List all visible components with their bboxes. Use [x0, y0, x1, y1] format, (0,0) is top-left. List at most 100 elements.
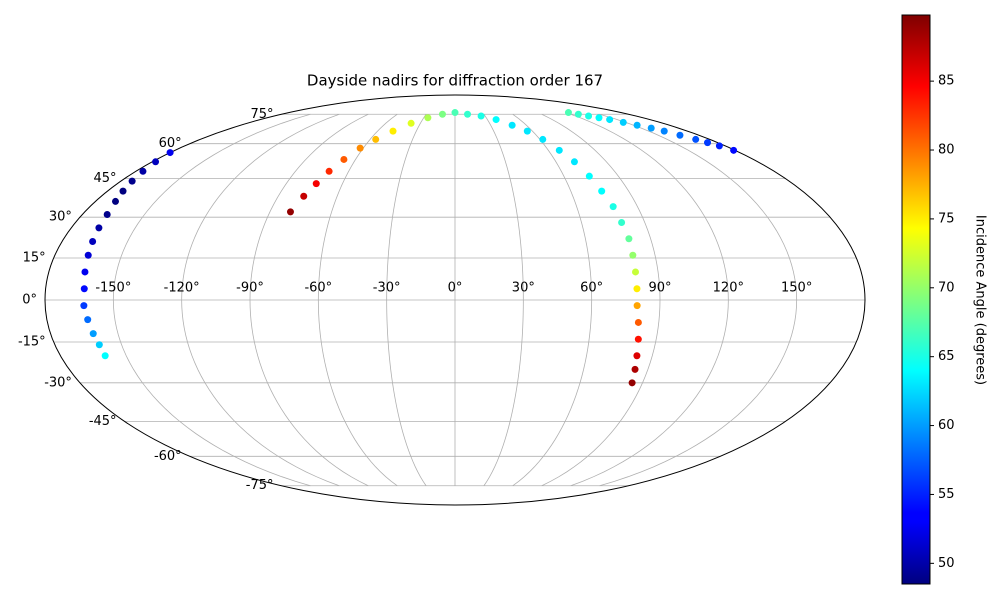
grid-line	[512, 113, 593, 487]
x-tick-label: 90°	[648, 281, 671, 296]
colorbar-tick-label: 50	[938, 556, 955, 571]
grid-line	[599, 113, 798, 487]
point	[372, 135, 380, 143]
point	[730, 146, 738, 154]
y-tick-label: 60°	[159, 136, 182, 151]
point	[647, 124, 655, 132]
grid-line	[386, 114, 427, 486]
colorbar	[901, 14, 931, 585]
point	[89, 330, 97, 338]
point	[585, 172, 593, 180]
y-tick-label: 15°	[23, 251, 46, 266]
colorbar-tick-label: 65	[938, 349, 955, 364]
point	[629, 251, 637, 259]
point	[356, 144, 364, 152]
point	[628, 379, 636, 387]
point	[81, 268, 89, 276]
x-tick-label: -30°	[373, 281, 401, 296]
point	[438, 110, 446, 118]
point	[312, 180, 320, 188]
point	[286, 208, 294, 216]
x-tick-label: -120°	[164, 281, 200, 296]
point	[80, 285, 88, 293]
point	[634, 318, 642, 326]
point	[89, 237, 97, 245]
y-tick-label: -45°	[89, 414, 117, 429]
point	[84, 251, 92, 259]
point	[451, 109, 459, 117]
point	[95, 341, 103, 349]
point	[325, 167, 333, 175]
point	[633, 302, 641, 310]
point	[606, 116, 614, 124]
point	[633, 352, 641, 360]
point	[424, 114, 432, 122]
point	[625, 235, 633, 243]
point	[633, 121, 641, 129]
grid-line	[570, 113, 729, 487]
x-tick-label: 30°	[512, 281, 535, 296]
point	[631, 365, 639, 373]
colorbar-tick-label: 55	[938, 487, 955, 502]
colorbar-tick-label: 60	[938, 418, 955, 433]
chart-title: Dayside nadirs for diffraction order 167	[307, 72, 603, 90]
x-tick-label: 120°	[713, 281, 744, 296]
point	[660, 127, 668, 135]
grid-line	[249, 113, 369, 487]
colorbar-label: Incidence Angle (degrees)	[973, 215, 988, 385]
y-tick-label: -60°	[154, 449, 182, 464]
y-tick-label: 45°	[94, 171, 117, 186]
y-tick-label: -15°	[18, 334, 46, 349]
point	[704, 139, 712, 147]
point	[119, 187, 127, 195]
colorbar-tick-label: 70	[938, 280, 955, 295]
point	[166, 149, 174, 157]
point	[633, 285, 641, 293]
point	[609, 203, 617, 211]
grid-line	[483, 114, 524, 486]
x-tick-label: 0°	[448, 281, 463, 296]
grid-line	[541, 113, 661, 487]
y-tick-label: 30°	[49, 210, 72, 225]
point	[570, 158, 578, 166]
point	[111, 197, 119, 205]
point	[585, 112, 593, 120]
point	[340, 155, 348, 163]
point	[574, 110, 582, 118]
colorbar-tick-label: 80	[938, 143, 955, 158]
y-tick-label: 75°	[250, 107, 273, 122]
point	[139, 167, 147, 175]
grid-line	[181, 113, 340, 487]
point	[152, 158, 160, 166]
point	[632, 268, 640, 276]
point	[692, 135, 700, 143]
y-tick-label: -75°	[246, 478, 274, 493]
point	[564, 109, 572, 117]
point	[598, 187, 606, 195]
point	[389, 127, 397, 135]
point	[676, 131, 684, 139]
point	[618, 219, 626, 227]
point	[634, 335, 642, 343]
point	[95, 224, 103, 232]
grid-line	[317, 113, 398, 487]
map-outline	[44, 94, 866, 506]
point	[80, 302, 88, 310]
point	[407, 119, 415, 127]
point	[300, 192, 308, 200]
point	[619, 118, 627, 126]
x-tick-label: 150°	[781, 281, 812, 296]
colorbar-tick-label: 85	[938, 74, 955, 89]
point	[539, 135, 547, 143]
point	[84, 316, 92, 324]
point	[715, 142, 723, 150]
point	[595, 114, 603, 122]
point	[101, 352, 109, 360]
point	[523, 127, 531, 135]
colorbar-tick-label: 75	[938, 211, 955, 226]
point	[464, 110, 472, 118]
x-tick-label: -90°	[236, 281, 264, 296]
point	[477, 112, 485, 120]
point	[555, 146, 563, 154]
